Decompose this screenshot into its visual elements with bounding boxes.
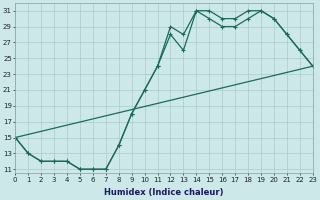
- X-axis label: Humidex (Indice chaleur): Humidex (Indice chaleur): [104, 188, 224, 197]
